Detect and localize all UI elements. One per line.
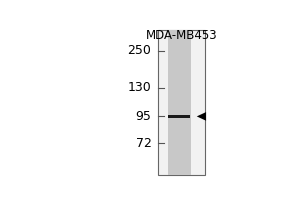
Text: 250: 250 [128,44,152,57]
Bar [168,115,190,118]
Text: 130: 130 [128,81,152,94]
Bar [158,30,205,175]
Polygon shape [197,112,206,121]
Bar [168,30,191,175]
Text: MDA-MB453: MDA-MB453 [146,29,218,42]
Text: 72: 72 [136,137,152,150]
Text: 95: 95 [136,110,152,123]
